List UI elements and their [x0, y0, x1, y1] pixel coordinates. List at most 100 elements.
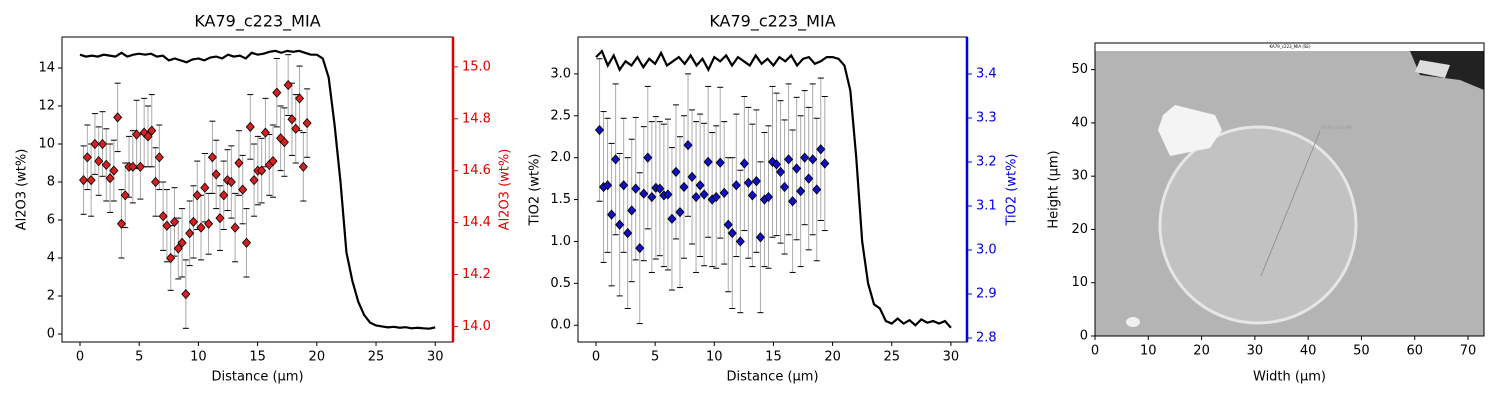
y2-axis-label: TiO2 (wt%): [1005, 153, 1020, 226]
data-point: [204, 218, 214, 229]
x-tick-label: 20: [824, 350, 841, 365]
data-point: [268, 155, 278, 167]
data-point: [181, 289, 191, 300]
data-point: [784, 154, 794, 165]
y-tick-label: 10: [38, 136, 55, 151]
data-point: [82, 152, 92, 163]
data-point: [683, 139, 693, 151]
data-point: [185, 228, 195, 239]
y-tick-label: 4: [47, 251, 55, 266]
data-point: [663, 189, 673, 200]
data-point: [257, 165, 267, 176]
y-tick-label: 0: [1080, 329, 1088, 344]
data-point: [820, 158, 830, 169]
y-tick-label: 40: [1071, 115, 1088, 130]
data-point: [260, 127, 270, 138]
x-tick-label: 0: [76, 350, 84, 365]
data-point: [128, 161, 138, 172]
x-axis-label: Width (µm): [1253, 370, 1326, 385]
data-point: [188, 216, 198, 228]
data-point: [173, 243, 183, 254]
data-point: [169, 216, 180, 228]
data-point: [158, 211, 168, 222]
data-point: [615, 219, 625, 230]
data-point: [105, 173, 115, 184]
x-tick-label: 30: [1247, 344, 1264, 359]
y-tick-label: 14: [38, 60, 55, 75]
data-point: [86, 174, 96, 186]
chart-title: KA79_c223_MIA: [194, 12, 320, 32]
y2-tick-label: 15.0: [462, 59, 491, 74]
x-axis-label: Distance (µm): [211, 370, 303, 385]
data-point: [283, 79, 293, 91]
y-tick-label: 8: [47, 174, 55, 189]
data-point: [619, 180, 629, 191]
data-point: [287, 114, 297, 125]
y2-tick-label: 3.2: [976, 154, 997, 169]
image-annotation: KA79_c223_MIA: [1321, 125, 1353, 130]
data-point: [715, 157, 725, 168]
data-point: [679, 181, 689, 193]
x-tick-label: 20: [309, 350, 326, 365]
data-point: [211, 169, 221, 180]
data-point: [79, 174, 89, 186]
data-point: [763, 191, 774, 203]
image-title: KA79_c223_MIA (SE): [1269, 44, 1310, 49]
data-point: [603, 180, 613, 191]
data-point: [594, 124, 605, 136]
data-point: [643, 152, 653, 163]
data-point: [177, 237, 187, 248]
y2-axis-label: Al2O3 (wt%): [498, 149, 513, 231]
data-point: [230, 222, 240, 233]
data-point: [219, 190, 229, 201]
y-tick-label: 0: [47, 327, 55, 342]
data-point: [192, 190, 202, 201]
y-tick-label: 2: [47, 289, 55, 304]
data-point: [776, 166, 786, 178]
x-tick-label: 10: [190, 350, 207, 365]
data-point: [135, 161, 145, 172]
y-axis-label: Height (µm): [1047, 150, 1062, 228]
data-point: [719, 187, 729, 198]
data-point: [291, 123, 301, 134]
y-tick-label: 0.5: [550, 276, 571, 291]
plot-frame: [1094, 42, 1485, 337]
y2-tick-label: 2.9: [976, 287, 997, 302]
data-point: [132, 129, 142, 140]
data-point: [113, 112, 123, 123]
data-point: [639, 188, 649, 199]
data-point: [207, 152, 217, 163]
data-point: [226, 176, 236, 188]
data-point: [166, 252, 176, 264]
y2-tick-label: 14.6: [462, 163, 491, 178]
data-point: [162, 220, 172, 231]
y2-tick-label: 14.8: [462, 111, 491, 126]
data-point: [279, 136, 289, 148]
y2-tick-label: 3.4: [976, 66, 997, 81]
data-point: [635, 243, 645, 254]
x-tick-label: 30: [427, 350, 444, 365]
data-point: [249, 174, 259, 186]
y-tick-label: 20: [1071, 222, 1088, 237]
y2-tick-label: 3.0: [976, 243, 997, 258]
data-point: [816, 144, 826, 155]
y2-tick-label: 14.0: [462, 319, 491, 334]
data-point: [739, 158, 749, 169]
data-point: [196, 222, 206, 233]
x-tick-label: 20: [1193, 344, 1210, 359]
chart-title: KA79_c223_MIA: [709, 12, 835, 32]
y-tick-label: 1.0: [550, 234, 571, 249]
data-point: [295, 93, 305, 104]
data-point: [116, 218, 126, 229]
data-point: [687, 171, 697, 183]
data-point: [143, 131, 153, 142]
y2-tick-label: 3.3: [976, 110, 997, 125]
data-point: [751, 176, 761, 187]
data-point: [771, 159, 782, 170]
profile-line: [595, 49, 952, 329]
data-point: [245, 121, 255, 132]
x-tick-label: 5: [135, 350, 143, 365]
x-tick-label: 0: [592, 350, 600, 365]
y2-tick-label: 3.1: [976, 199, 997, 214]
